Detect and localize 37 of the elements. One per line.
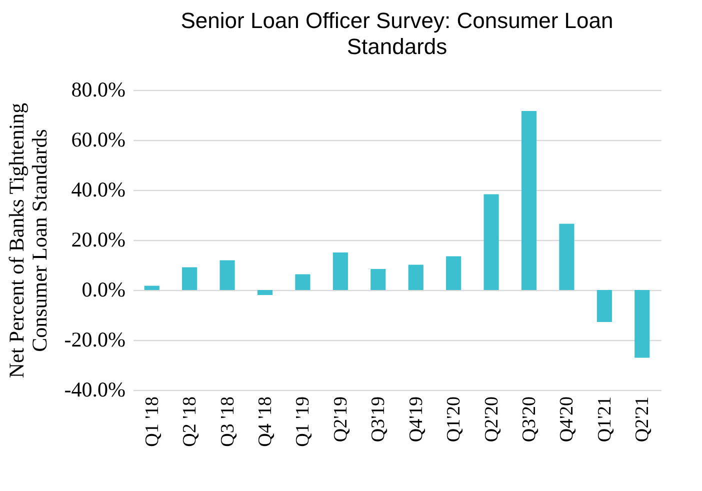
y-tick-label: -40.0%: [64, 378, 126, 402]
x-tick-label: Q1 '18: [142, 396, 163, 447]
bar: [521, 111, 537, 290]
bar: [484, 194, 499, 290]
x-tick-label: Q1'20: [444, 396, 465, 442]
chart-title: Senior Loan Officer Survey: Consumer Loan Standards: [180, 8, 614, 59]
x-tick-label: Q2'20: [481, 396, 502, 442]
y-tick-label: 20.0%: [71, 228, 126, 252]
x-tick-label: Q4 '18: [255, 396, 276, 447]
y-tick-label: 0.0%: [82, 278, 126, 302]
bar: [446, 256, 462, 290]
bar: [144, 286, 160, 290]
bar: [182, 267, 198, 290]
x-tick-label: Q3 '18: [217, 396, 238, 447]
x-tick-label: Q1'21: [594, 396, 616, 442]
x-tick-label: Q2'19: [330, 396, 352, 442]
bar: [408, 264, 424, 290]
bar: [220, 260, 235, 290]
bar: [257, 290, 273, 295]
x-tick-label: Q1 '19: [292, 396, 314, 447]
bar: [559, 224, 574, 290]
y-tick-label: 40.0%: [71, 178, 126, 202]
x-tick-label: Q4'19: [406, 396, 427, 442]
x-tick-label: Q2'21: [632, 396, 654, 442]
y-tick-label: -20.0%: [64, 328, 126, 352]
y-tick-label: 60.0%: [71, 128, 126, 152]
bar: [295, 274, 310, 290]
bar: [370, 269, 386, 290]
x-tick-label: Q2 '18: [180, 396, 201, 447]
y-axis-title: Net Percent of Banks Tightening Consumer Loan Standards: [4, 102, 52, 378]
y-tick-label: 80.0%: [71, 78, 126, 102]
x-tick-label: Q4'20: [556, 396, 578, 442]
bar: [596, 290, 612, 322]
bar: [332, 252, 348, 290]
bar: [634, 290, 650, 358]
x-tick-label: Q3'20: [519, 396, 540, 442]
x-tick-label: Q3'19: [368, 396, 390, 442]
